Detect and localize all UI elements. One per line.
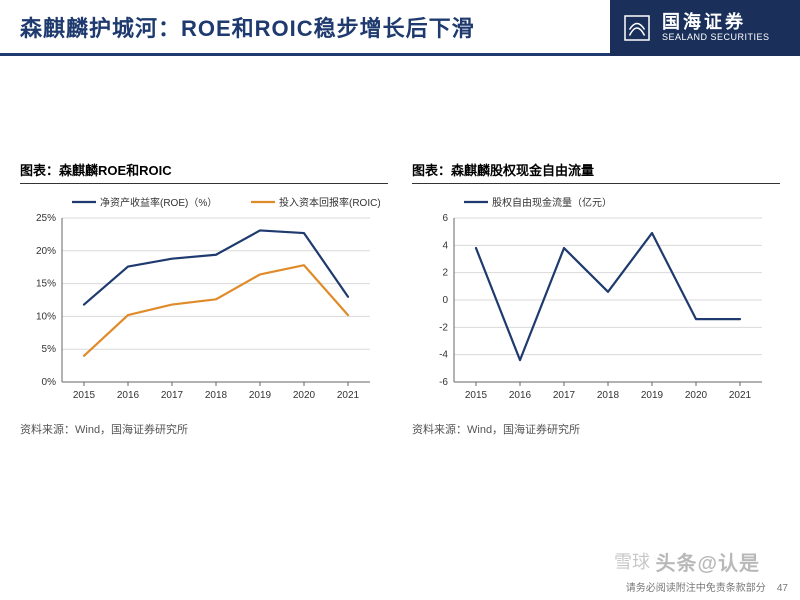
svg-text:股权自由现金流量（亿元）: 股权自由现金流量（亿元） [492,196,612,209]
svg-text:-4: -4 [439,350,448,361]
svg-text:2018: 2018 [205,390,228,401]
brand-text: 国海证券 SEALAND SECURITIES [662,13,770,43]
svg-text:0%: 0% [42,377,57,388]
svg-text:2020: 2020 [293,390,316,401]
svg-text:20%: 20% [36,246,56,257]
svg-text:2016: 2016 [117,390,140,401]
svg-text:-6: -6 [439,377,448,388]
watermark-a: 头条@认是 [655,547,760,576]
footer: 请务必阅读附注中免责条款部分 47 [626,579,788,594]
svg-text:15%: 15% [36,279,56,290]
svg-text:2019: 2019 [249,390,272,401]
charts-row: 图表：森麒麟ROE和ROIC 0% 5% 10% 15% 20% 25% 2015 2016 2… [20,160,780,437]
svg-text:4: 4 [442,240,448,251]
watermark-b: 雪球 [614,548,650,574]
chart-right-plot: -6 -4 -2 0 2 4 6 2015 2016 2017 2018 2019 2020 2021 股权… [412,190,780,415]
chart-left-svg: 0% 5% 10% 15% 20% 25% 2015 2016 2017 2018 2019 2020… [20,190,380,410]
svg-text:2: 2 [442,268,448,279]
svg-text:2016: 2016 [509,390,532,401]
brand-block: 国海证券 SEALAND SECURITIES [610,0,800,56]
svg-text:2018: 2018 [597,390,620,401]
svg-text:5%: 5% [42,344,57,355]
svg-text:2021: 2021 [337,390,360,401]
svg-text:2020: 2020 [685,390,708,401]
page-title: 森麒麟护城河：ROE和ROIC稳步增长后下滑 [20,11,475,43]
chart-left-block: 图表：森麒麟ROE和ROIC 0% 5% 10% 15% 20% 25% 2015 2016 2… [20,160,388,437]
svg-text:-2: -2 [439,322,448,333]
svg-text:10%: 10% [36,311,56,322]
svg-text:2017: 2017 [553,390,576,401]
chart-left-title: 图表：森麒麟ROE和ROIC [20,160,388,184]
chart-right-source: 资料来源：Wind，国海证券研究所 [412,421,780,437]
svg-text:2019: 2019 [641,390,664,401]
svg-text:0: 0 [442,295,448,306]
svg-text:25%: 25% [36,213,56,224]
svg-text:2015: 2015 [73,390,96,401]
chart-right-svg: -6 -4 -2 0 2 4 6 2015 2016 2017 2018 2019 2020 2021 股权… [412,190,772,410]
svg-text:2015: 2015 [465,390,488,401]
disclaimer-text: 请务必阅读附注中免责条款部分 [626,583,766,594]
svg-text:2017: 2017 [161,390,184,401]
page-header: 森麒麟护城河：ROE和ROIC稳步增长后下滑 国海证券 SEALAND SECU… [0,0,800,56]
chart-right-block: 图表：森麒麟股权现金自由流量 -6 -4 -2 0 2 4 6 2015 2016 2017 201… [412,160,780,437]
svg-text:6: 6 [442,213,448,224]
chart-left-source: 资料来源：Wind，国海证券研究所 [20,421,388,437]
chart-left-plot: 0% 5% 10% 15% 20% 25% 2015 2016 2017 2018 2019 2020… [20,190,388,415]
svg-text:净资产收益率(ROE)（%）: 净资产收益率(ROE)（%） [100,196,217,209]
page-number: 47 [777,583,788,594]
brand-cn: 国海证券 [662,13,770,33]
chart-right-title: 图表：森麒麟股权现金自由流量 [412,160,780,184]
svg-text:2021: 2021 [729,390,752,401]
brand-logo-icon [622,13,652,43]
svg-text:投入资本回报率(ROIC)（%）: 投入资本回报率(ROIC)（%） [279,196,380,209]
page-root: 森麒麟护城河：ROE和ROIC稳步增长后下滑 国海证券 SEALAND SECU… [0,0,800,600]
brand-en: SEALAND SECURITIES [662,33,770,43]
